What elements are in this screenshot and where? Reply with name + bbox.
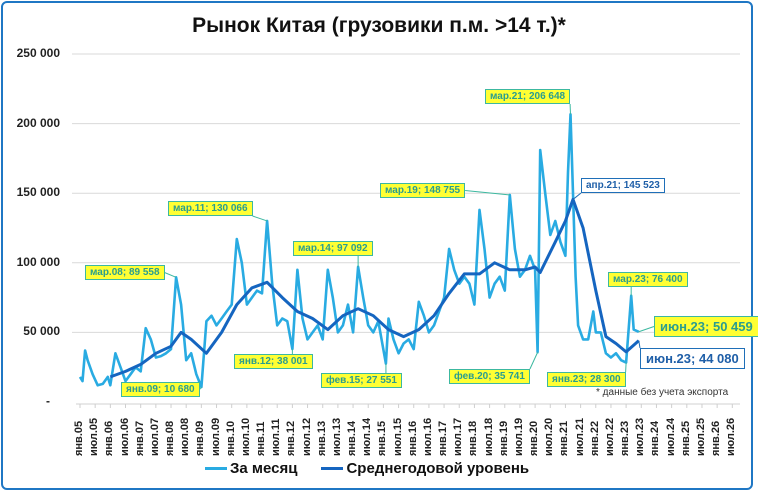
x-tick-label: июл.05 xyxy=(88,417,101,456)
annotation-mar23: мар.23; 76 400 xyxy=(608,272,688,287)
x-tick-label: янв.15 xyxy=(376,420,389,456)
x-tick-label: янв.10 xyxy=(224,420,237,456)
x-tick-label: июл.12 xyxy=(300,417,313,456)
annotation-jun23-monthly: июн.23; 50 459 xyxy=(654,316,758,337)
annotation-leader-line xyxy=(572,192,582,200)
legend-label-average: Среднегодовой уровень xyxy=(346,460,530,477)
footnote: * данные без учета экспорта xyxy=(596,387,729,398)
x-tick-label: июл.15 xyxy=(391,417,404,456)
y-tick-label: 200 000 xyxy=(16,115,60,130)
y-tick-label: 150 000 xyxy=(16,185,60,200)
x-tick-label: янв.18 xyxy=(467,420,480,456)
annotation-feb15: фев.15; 27 551 xyxy=(321,373,402,388)
x-tick-label: янв.21 xyxy=(558,420,571,456)
annotation-leader-line xyxy=(199,386,202,390)
x-tick-label: янв.20 xyxy=(528,420,541,456)
y-tick-label: - xyxy=(46,394,50,408)
annotation-mar19: мар.19; 148 755 xyxy=(380,183,466,198)
x-tick-label: янв.22 xyxy=(588,420,601,456)
x-tick-label: июл.14 xyxy=(361,417,374,456)
x-tick-label: янв.11 xyxy=(255,421,268,456)
x-tick-label: янв.19 xyxy=(497,420,510,456)
y-tick-label: 50 000 xyxy=(23,324,60,339)
annotation-jan12: янв.12; 38 001 xyxy=(234,354,313,369)
annotation-leader-line xyxy=(638,340,641,349)
legend-swatch-average xyxy=(321,467,344,470)
x-tick-label: июл.13 xyxy=(330,417,343,456)
legend: За месяц Среднегодовой уровень xyxy=(205,460,529,477)
x-tick-label: янв.13 xyxy=(315,420,328,456)
annotation-mar08: мар.08; 89 558 xyxy=(85,265,165,280)
annotation-mar21: мар.21; 206 648 xyxy=(485,89,571,104)
annotation-leader-line xyxy=(164,272,177,278)
x-tick-label: июл.18 xyxy=(482,417,495,456)
x-tick-label: июл.25 xyxy=(694,417,707,456)
series-line-average xyxy=(109,197,640,379)
x-tick-label: июл.07 xyxy=(148,417,161,456)
y-tick-label: 250 000 xyxy=(16,46,60,60)
x-tick-label: янв.12 xyxy=(285,420,298,456)
annotation-mar14: мар.14; 97 092 xyxy=(293,241,373,256)
chart-title: Рынок Китая (грузовики п.м. >14 т.)* xyxy=(192,14,566,37)
x-tick-label: июл.24 xyxy=(664,417,677,456)
legend-swatch-monthly xyxy=(205,467,227,470)
legend-item-average: Среднегодовой уровень xyxy=(321,460,529,477)
x-tick-label: июл.10 xyxy=(239,417,252,456)
annotation-leader-line xyxy=(638,326,655,333)
annotation-jun23-average: июн.23; 44 080 xyxy=(640,348,745,369)
x-tick-label: янв.23 xyxy=(619,420,632,456)
x-tick-label: янв.16 xyxy=(406,420,419,456)
x-tick-label: июл.21 xyxy=(573,417,586,456)
x-tick-label: июл.11 xyxy=(270,418,283,456)
x-tick-label: июл.23 xyxy=(634,417,647,456)
x-tick-label: июл.16 xyxy=(421,417,434,456)
x-tick-label: янв.05 xyxy=(73,420,85,456)
legend-label-monthly: За месяц xyxy=(230,460,298,477)
x-tick-label: июл.26 xyxy=(725,417,738,456)
annotation-apr21-average: апр.21; 145 523 xyxy=(581,178,665,193)
annotation-jan23: янв.23; 28 300 xyxy=(547,372,626,387)
x-tick-label: янв.06 xyxy=(103,420,116,456)
x-tick-label: янв.14 xyxy=(346,420,359,456)
x-tick-label: янв.24 xyxy=(649,420,662,456)
x-tick-label: янв.07 xyxy=(133,420,146,456)
legend-item-monthly: За месяц xyxy=(205,460,297,477)
annotation-leader-line xyxy=(529,352,539,370)
x-tick-label: янв.17 xyxy=(437,420,450,456)
x-tick-label: янв.25 xyxy=(679,420,692,456)
x-tick-label: июл.09 xyxy=(209,417,222,456)
x-tick-label: янв.08 xyxy=(164,420,177,456)
x-tick-label: июл.08 xyxy=(179,417,192,456)
x-tick-label: июл.20 xyxy=(543,417,556,456)
x-tick-label: июл.22 xyxy=(603,417,616,456)
x-tick-label: июл.19 xyxy=(512,417,525,456)
annotation-feb20: фев.20; 35 741 xyxy=(449,369,530,384)
x-tick-label: янв.09 xyxy=(194,420,207,456)
x-tick-label: июл.17 xyxy=(452,417,465,456)
annotation-mar11: мар.11; 130 066 xyxy=(168,201,253,216)
x-tick-label: янв.26 xyxy=(710,420,723,456)
annotation-leader-line xyxy=(252,215,268,222)
y-tick-label: 100 000 xyxy=(16,254,60,269)
annotation-jan09: янв.09; 10 680 xyxy=(121,382,200,397)
x-tick-label: июл.06 xyxy=(118,417,131,456)
annotation-leader-line xyxy=(465,190,510,196)
